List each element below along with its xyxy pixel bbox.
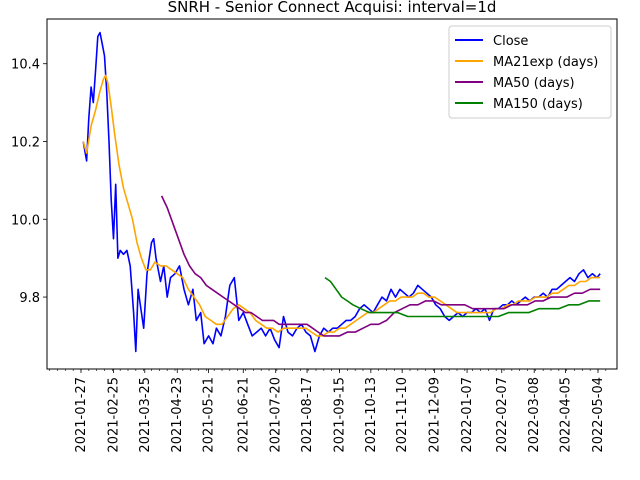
- series-layer: [82, 31, 601, 353]
- legend-label: MA50 (days): [493, 76, 575, 91]
- series-line-2: [160, 195, 601, 337]
- chart-title: SNRH - Senior Connect Acquisi: interval=…: [168, 0, 497, 16]
- legend-label: Close: [493, 34, 528, 49]
- x-tick-label: 2021-12-09: [428, 377, 443, 453]
- x-tick-label: 2022-01-07: [460, 377, 475, 453]
- x-tick-label: 2022-04-05: [559, 377, 574, 453]
- x-tick-label: 2021-10-13: [364, 377, 379, 453]
- x-tick-label: 2021-02-25: [106, 377, 121, 453]
- y-tick-label: 10.4: [11, 58, 40, 73]
- x-tick-label: 2022-03-08: [527, 377, 542, 453]
- x-tick-label: 2022-05-04: [591, 377, 606, 453]
- series-line-3: [324, 276, 601, 318]
- legend: Close MA21exp (days) MA50 (days) MA150 (day…: [448, 25, 612, 119]
- plot-frame: [46, 18, 618, 370]
- x-tick-label: 2021-09-15: [333, 377, 348, 453]
- y-tick-label: 10.2: [11, 136, 40, 151]
- x-tick-label: 2021-07-20: [269, 377, 284, 453]
- y-axis: 9.8 10.0 10.2 10.4: [11, 58, 47, 306]
- x-tick-label: 2021-04-23: [170, 377, 185, 453]
- x-tick-label: 2021-11-10: [395, 377, 410, 453]
- legend-label: MA150 (days): [493, 97, 583, 112]
- x-tick-label: 2021-06-21: [236, 377, 251, 453]
- y-tick-label: 9.8: [19, 291, 40, 306]
- series-line-0: [82, 31, 601, 353]
- x-axis: 2021-01-27 2021-02-25 2021-03-25 2021-04-23…: [49, 369, 607, 453]
- x-tick-label: 2021-03-25: [138, 377, 153, 453]
- legend-label: MA21exp (days): [493, 55, 598, 70]
- series-line-1: [82, 74, 601, 337]
- y-tick-label: 10.0: [11, 213, 40, 228]
- x-tick-label: 2022-02-07: [495, 377, 510, 453]
- legend-box: [448, 25, 612, 119]
- x-tick-label: 2021-05-21: [202, 377, 217, 453]
- x-tick-label: 2021-08-17: [300, 377, 315, 453]
- x-tick-label: 2021-01-27: [74, 377, 89, 453]
